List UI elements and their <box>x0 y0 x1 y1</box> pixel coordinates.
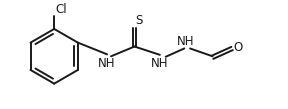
Text: NH: NH <box>177 35 194 48</box>
Text: S: S <box>135 14 142 27</box>
Text: NH: NH <box>151 57 168 70</box>
Text: NH: NH <box>97 57 115 70</box>
Text: Cl: Cl <box>55 3 67 16</box>
Text: O: O <box>233 42 242 54</box>
